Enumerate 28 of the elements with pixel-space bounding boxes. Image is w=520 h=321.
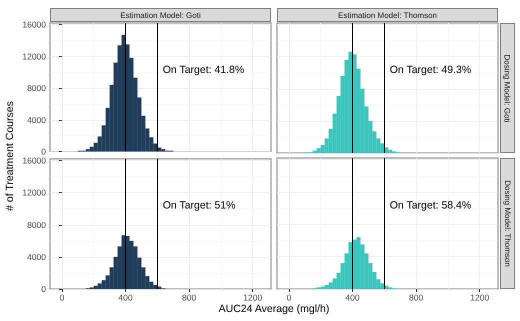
- x-axis-title: AUC24 Average (mgl/h): [218, 303, 330, 315]
- x-tick-label: 1200: [243, 292, 262, 302]
- chart-title: Estimation Model: Thomson: [277, 8, 498, 22]
- y-tick-label: 16000: [22, 156, 46, 166]
- y-tick-label: 12000: [22, 51, 46, 62]
- x-tick-label: 1200: [470, 292, 490, 302]
- y-tick-label: 4000: [27, 252, 46, 262]
- annotation: On Target: 41.8%: [162, 64, 244, 76]
- y-tick-label: 8000: [27, 83, 46, 94]
- y-tick-label: 0: [41, 146, 46, 156]
- y-tick-label: 8000: [27, 220, 46, 230]
- y2-axis-title: Dosing Model: Goti: [503, 54, 512, 122]
- annotation: On Target: 49.3%: [390, 64, 472, 76]
- x-tick-label: 0: [286, 292, 292, 302]
- x-tick-label: 800: [182, 292, 196, 302]
- x-tick-label: 800: [409, 292, 424, 302]
- x-tick-label: 400: [118, 292, 133, 302]
- x-tick-label: 0: [60, 292, 65, 302]
- y-tick-label: 4000: [27, 114, 46, 125]
- y-tick-label: 12000: [22, 188, 46, 198]
- annotation: On Target: 58.4%: [390, 199, 472, 212]
- x-tick-label: 400: [345, 292, 360, 302]
- y-tick-label: 0: [41, 284, 46, 294]
- annotation: On Target: 51%: [162, 199, 236, 212]
- chart-title: Estimation Model: Goti: [50, 8, 271, 22]
- y-axis-title: # of Treatment Courses: [4, 100, 16, 213]
- y2-axis-title: Dosing Model: Thomson: [503, 180, 512, 267]
- y-tick-label: 16000: [22, 20, 46, 30]
